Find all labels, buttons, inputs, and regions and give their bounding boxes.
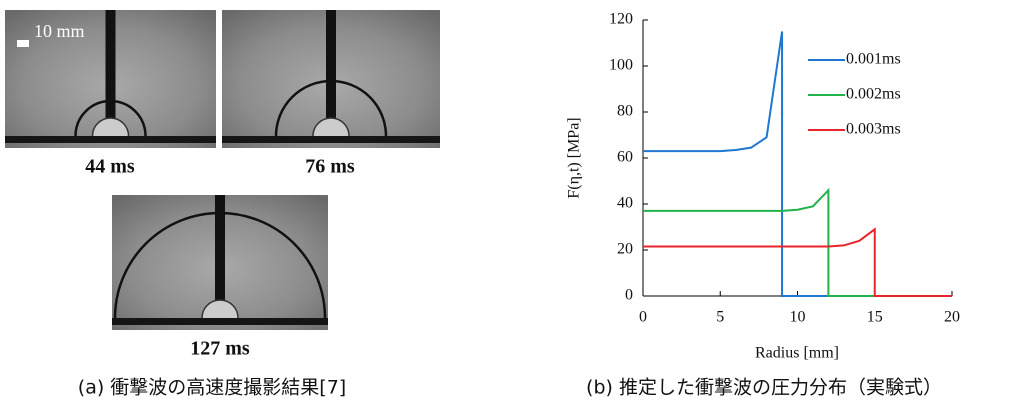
caption: (a) 衝撃波の高速度撮影結果[7] <box>78 377 346 399</box>
y-tick-label: 80 <box>617 103 633 120</box>
y-tick-label: 0 <box>625 287 633 304</box>
y-tick-label: 100 <box>609 57 633 74</box>
series-line <box>643 32 952 297</box>
frame-label: 76 ms <box>305 156 355 178</box>
frame-label: 127 ms <box>190 338 250 360</box>
x-tick-label: 15 <box>867 309 883 326</box>
rod <box>106 10 116 121</box>
y-tick-label: 40 <box>617 195 633 212</box>
base-plate <box>222 136 440 143</box>
rod <box>215 195 225 303</box>
y-tick-label: 120 <box>609 11 633 28</box>
rod <box>326 10 336 121</box>
series-line <box>643 190 952 296</box>
x-axis-label: Radius [mm] <box>755 345 839 362</box>
legend-label: 0.002ms <box>846 86 901 103</box>
scale-bar <box>17 40 29 47</box>
series-line <box>643 229 952 296</box>
scale-label: 10 mm <box>34 21 85 41</box>
photos <box>5 10 440 330</box>
y-tick-label: 60 <box>617 149 633 166</box>
x-tick-label: 20 <box>944 309 960 326</box>
figure: 10 mm 44 ms 76 ms 127 ms (a) 衝撃波の高速度撮影結果… <box>0 0 1026 408</box>
base-plate <box>112 318 328 325</box>
y-tick-label: 20 <box>617 241 633 258</box>
x-tick-label: 0 <box>639 309 647 326</box>
base-plate <box>5 136 216 143</box>
x-tick-label: 10 <box>790 309 806 326</box>
x-tick-label: 5 <box>716 309 724 326</box>
caption: (b) 推定した衝撃波の圧力分布（実験式） <box>586 377 942 399</box>
y-axis-label: F(η,t) [MPa] <box>566 117 583 198</box>
legend-label: 0.003ms <box>846 121 901 138</box>
legend-label: 0.001ms <box>846 51 901 68</box>
frame-label: 44 ms <box>85 156 135 178</box>
